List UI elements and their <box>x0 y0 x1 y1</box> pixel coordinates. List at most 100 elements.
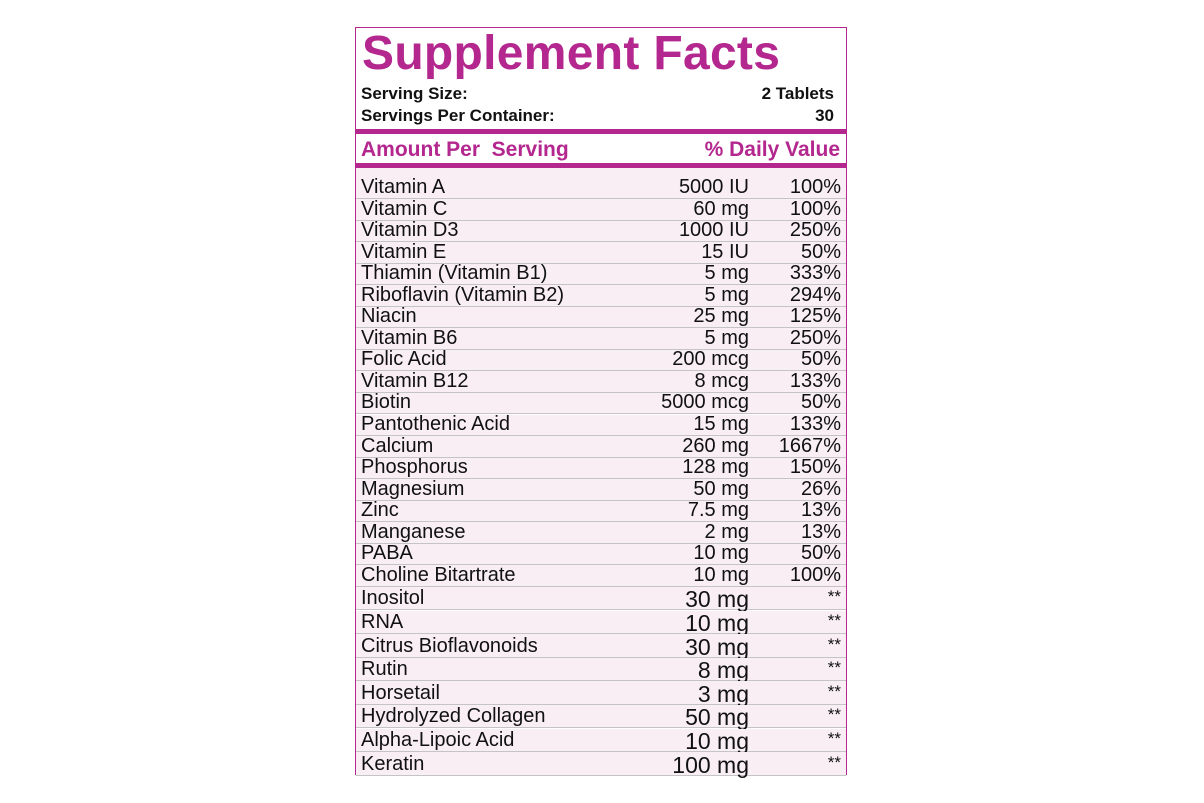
daily-value: 250% <box>789 326 841 349</box>
nutrient-row: Vitamin A 5000 IU 100% <box>356 168 846 199</box>
nutrient-row: Horsetail 3 mg ** <box>356 681 846 705</box>
nutrient-name: RNA <box>361 611 404 634</box>
nutrient-row: Citrus Bioflavonoids 30 mg ** <box>356 634 846 658</box>
nutrient-name: Vitamin D3 <box>361 219 459 242</box>
nutrient-row: Magnesium 50 mg 26% <box>356 479 846 501</box>
daily-value: ** <box>827 681 841 701</box>
nutrient-row: Vitamin D3 1000 IU 250% <box>356 219 846 243</box>
divider <box>356 163 846 168</box>
nutrient-name: Rutin <box>361 658 408 681</box>
nutrient-row: PABA 10 mg 50% <box>356 542 846 566</box>
nutrient-row: Biotin 5000 mcg 50% <box>356 391 846 415</box>
daily-value: ** <box>827 705 841 725</box>
servings-per-container: 30 <box>815 106 834 125</box>
amount: 15 mg <box>693 413 749 436</box>
nutrient-name: Niacin <box>361 305 417 328</box>
amount: 100 mg <box>672 751 749 778</box>
nutrient-name: Alpha-Lipoic Acid <box>361 729 515 752</box>
daily-value: 50% <box>800 348 841 371</box>
nutrient-name: Folic Acid <box>361 348 447 371</box>
daily-value: ** <box>827 611 841 631</box>
daily-value: ** <box>827 587 841 607</box>
nutrient-row: Phosphorus 128 mg 150% <box>356 456 846 480</box>
amount: 5000 mcg <box>661 391 749 414</box>
servings-per-container-label: Servings Per Container: <box>361 106 555 125</box>
amount: 50 mg <box>685 704 749 731</box>
daily-value: 50% <box>800 542 841 565</box>
daily-value: 100% <box>789 197 841 220</box>
daily-value: 250% <box>789 219 841 242</box>
amount: 260 mg <box>682 434 749 457</box>
nutrient-name: Manganese <box>361 520 466 543</box>
amount: 7.5 mg <box>687 499 749 522</box>
amount: 30 mg <box>685 633 749 660</box>
amount: 5 mg <box>704 262 749 285</box>
amount: 15 IU <box>701 240 749 263</box>
nutrient-row: Pantothenic Acid 15 mg 133% <box>356 413 846 437</box>
nutrient-name: PABA <box>361 542 413 565</box>
nutrient-name: Choline Bitartrate <box>361 563 516 586</box>
nutrient-row: Choline Bitartrate 10 mg 100% <box>356 565 846 587</box>
nutrient-name: Thiamin (Vitamin B1) <box>361 262 548 285</box>
amount: 25 mg <box>693 305 749 328</box>
amount: 3 mg <box>697 680 749 707</box>
amount-header: Amount Per Serving <box>361 138 569 161</box>
title: Supplement Facts <box>362 27 781 80</box>
daily-value: 125% <box>789 305 841 328</box>
nutrient-name: Magnesium <box>361 477 465 500</box>
daily-value: 133% <box>789 369 841 392</box>
nutrient-row: Hydrolyzed Collagen 50 mg ** <box>356 704 846 731</box>
nutrient-name: Vitamin E <box>361 240 447 263</box>
amount: 10 mg <box>693 542 749 565</box>
nutrient-name: Hydrolyzed Collagen <box>361 705 546 728</box>
amount: 2 mg <box>704 520 749 543</box>
nutrient-row: Zinc 7.5 mg 13% <box>356 499 846 523</box>
nutrient-row: RNA 10 mg ** <box>356 610 846 637</box>
amount: 1000 IU <box>678 219 749 242</box>
supplement-facts-label: Supplement Facts Serving Size: 2 Tablets… <box>355 27 847 776</box>
amount: 10 mg <box>685 610 749 637</box>
nutrient-name: Pantothenic Acid <box>361 413 510 436</box>
nutrient-row: Folic Acid 200 mcg 50% <box>356 348 846 372</box>
daily-value: 13% <box>800 520 841 543</box>
nutrient-name: Horsetail <box>361 681 440 704</box>
nutrient-row: Vitamin B12 8 mcg 133% <box>356 371 846 393</box>
nutrient-row: Calcium 260 mg 1667% <box>356 436 846 458</box>
nutrient-row: Vitamin E 15 IU 50% <box>356 242 846 264</box>
amount: 60 mg <box>693 197 749 220</box>
amount: 5 mg <box>704 283 749 306</box>
daily-value: ** <box>827 752 841 772</box>
serving-size-label: Serving Size: <box>361 84 468 103</box>
nutrient-row: Riboflavin (Vitamin B2) 5 mg 294% <box>356 285 846 307</box>
nutrient-name: Vitamin B12 <box>361 369 469 392</box>
daily-value: ** <box>827 634 841 654</box>
daily-value: 333% <box>789 262 841 285</box>
daily-value: 50% <box>800 391 841 414</box>
nutrient-row: Keratin 100 mg ** <box>356 752 846 776</box>
nutrient-name: Inositol <box>361 587 425 610</box>
nutrient-name: Zinc <box>361 499 399 522</box>
daily-value: 1667% <box>778 434 841 457</box>
daily-value: 50% <box>800 240 841 263</box>
divider <box>356 129 846 134</box>
nutrient-name: Biotin <box>361 391 412 414</box>
nutrient-name: Riboflavin (Vitamin B2) <box>361 283 565 306</box>
nutrient-row: Vitamin B6 5 mg 250% <box>356 328 846 350</box>
nutrient-row: Alpha-Lipoic Acid 10 mg ** <box>356 728 846 753</box>
amount: 5 mg <box>704 326 749 349</box>
daily-value-header: % Daily Value <box>704 138 840 161</box>
nutrient-row: Inositol 30 mg ** <box>356 586 846 611</box>
nutrient-name: Calcium <box>361 434 434 457</box>
daily-value: 133% <box>789 413 841 436</box>
amount: 128 mg <box>682 456 749 479</box>
amount: 8 mcg <box>694 369 749 392</box>
nutrient-name: Vitamin B6 <box>361 326 458 349</box>
daily-value: 26% <box>800 477 841 500</box>
daily-value: ** <box>827 729 841 749</box>
nutrient-row: Rutin 8 mg ** <box>356 657 846 682</box>
nutrient-name: Vitamin A <box>361 176 446 198</box>
nutrient-row: Vitamin C 60 mg 100% <box>356 199 846 221</box>
daily-value: 100% <box>789 176 841 198</box>
amount: 50 mg <box>693 477 749 500</box>
